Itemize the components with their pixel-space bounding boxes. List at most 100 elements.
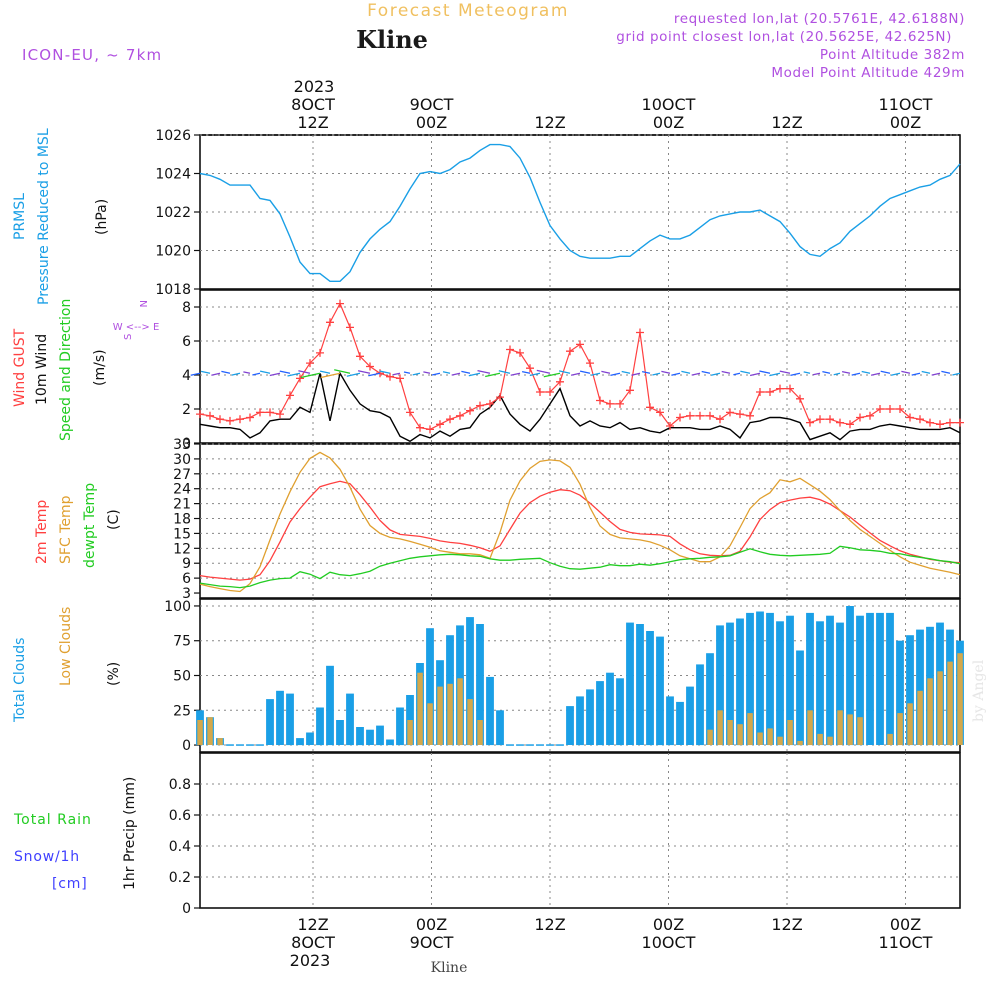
- gust-marker: [346, 323, 354, 332]
- wind-arrow: [334, 369, 351, 374]
- wind-arrow: [652, 372, 661, 376]
- gust-marker: [216, 415, 224, 424]
- total-clouds-label: Total Clouds: [12, 638, 28, 723]
- temp2m-line: [199, 480, 961, 581]
- wind-arrow: [521, 370, 531, 374]
- gust-marker: [806, 418, 814, 427]
- wind-arrow: [733, 372, 741, 376]
- wind-arrow: [610, 372, 621, 377]
- total-cloud-bar: [736, 618, 744, 746]
- chart-title: Forecast Meteogram: [367, 1, 569, 21]
- sfc-temp-line: [199, 451, 961, 593]
- y-tick-label: 1020: [155, 244, 191, 260]
- y-tick-label: 33: [173, 437, 191, 453]
- y-tick-label: 18: [173, 512, 191, 528]
- total-cloud-bar: [716, 625, 724, 745]
- low-cloud-bar: [847, 714, 853, 745]
- gust-marker: [296, 374, 304, 383]
- gust-marker: [936, 420, 944, 429]
- wind-arrow: [851, 372, 861, 376]
- low-cloud-bar: [897, 713, 903, 746]
- watermark: by Angel: [971, 659, 987, 722]
- wind-arrow: [412, 372, 421, 376]
- wind-direction-arrows: [190, 369, 961, 379]
- gust-marker: [796, 394, 804, 403]
- total-cloud-bar: [866, 612, 874, 745]
- wind-arrow: [681, 370, 691, 374]
- y-tick-label: 0.8: [169, 777, 191, 793]
- total-cloud-bar: [886, 612, 894, 745]
- wind-arrow: [822, 370, 831, 374]
- gust-label: Wind GUST: [12, 328, 28, 407]
- wind-arrow: [921, 370, 931, 374]
- gust-marker: [326, 318, 334, 327]
- total-cloud-bar: [606, 672, 614, 745]
- wind-arrow: [368, 372, 381, 377]
- gust-marker: [386, 372, 394, 381]
- wind-arrow: [870, 372, 881, 376]
- gust-marker: [636, 328, 644, 337]
- wind-arrow: [941, 370, 951, 374]
- gust-marker: [716, 415, 724, 424]
- gust-marker: [506, 345, 514, 354]
- y-tick-label: 25: [173, 703, 191, 719]
- total-cloud-bar: [676, 701, 684, 745]
- gust-marker: [536, 388, 544, 396]
- total-cloud-bar: [796, 650, 804, 746]
- time-label-hour: 00Z: [416, 113, 447, 132]
- wind-labels: Wind GUST 10m Wind Speed and Direction (…: [12, 299, 159, 441]
- wind-arrow: [442, 371, 451, 374]
- total-cloud-bar: [746, 612, 754, 745]
- gust-marker: [686, 411, 694, 420]
- time-label-date: 9OCT: [410, 933, 454, 952]
- low-cloud-bar: [767, 728, 773, 746]
- wind-arrow: [320, 372, 341, 379]
- wind-arrow: [357, 370, 371, 374]
- wind-arrow: [812, 372, 821, 376]
- time-label-hour: 00Z: [890, 113, 921, 132]
- wind-arrow: [298, 370, 311, 374]
- low-cloud-bar: [827, 736, 833, 745]
- y-tick-label: 0.2: [169, 870, 191, 886]
- total-cloud-bar: [806, 612, 814, 745]
- gust-marker: [906, 413, 914, 422]
- gust-marker: [826, 415, 834, 424]
- wind-arrow: [952, 372, 961, 376]
- y-tick-label: 8: [182, 300, 191, 316]
- gridpoint-coords: grid point closest lon,lat (20.5625E, 42…: [616, 29, 952, 45]
- prmsl-unit: (hPa): [94, 199, 110, 235]
- y-tick-label: 6: [182, 571, 191, 587]
- wind-arrow: [570, 372, 581, 376]
- total-cloud-bar: [286, 693, 294, 746]
- low-cloud-bar: [937, 671, 943, 745]
- y-tick-label: 0: [182, 901, 191, 917]
- total-cloud-bar: [786, 615, 794, 746]
- low-cloud-bar: [447, 683, 453, 745]
- total-cloud-bar: [756, 611, 764, 745]
- time-label-date: 11OCT: [879, 95, 933, 114]
- total-cloud-bar: [496, 710, 504, 746]
- wind-unit: (m/s): [92, 349, 108, 386]
- wind-arrow: [300, 372, 321, 379]
- point-altitude: Point Altitude 382m: [820, 47, 965, 63]
- gust-marker: [516, 348, 524, 357]
- wind-arrow: [710, 372, 721, 376]
- requested-coords: requested lon,lat (20.5761E, 42.6188N): [674, 11, 965, 27]
- rain-label: Total Rain: [13, 812, 92, 828]
- wind-arrow: [243, 371, 251, 374]
- total-cloud-bar: [566, 706, 574, 745]
- wind-arrow: [379, 370, 391, 374]
- total-cloud-bar: [636, 624, 644, 745]
- wind-arrow: [661, 370, 671, 374]
- y-tick-label: 1024: [155, 167, 191, 183]
- y-tick-label: 12: [173, 541, 191, 557]
- wind-dir-label: Speed and Direction: [58, 299, 74, 441]
- gust-marker: [756, 388, 764, 396]
- gust-marker: [256, 408, 264, 417]
- total-cloud-bar: [276, 690, 284, 745]
- wind-arrow: [579, 370, 591, 374]
- gust-marker: [436, 420, 444, 429]
- low-cloud-bar: [467, 699, 473, 745]
- total-cloud-bar: [916, 629, 924, 745]
